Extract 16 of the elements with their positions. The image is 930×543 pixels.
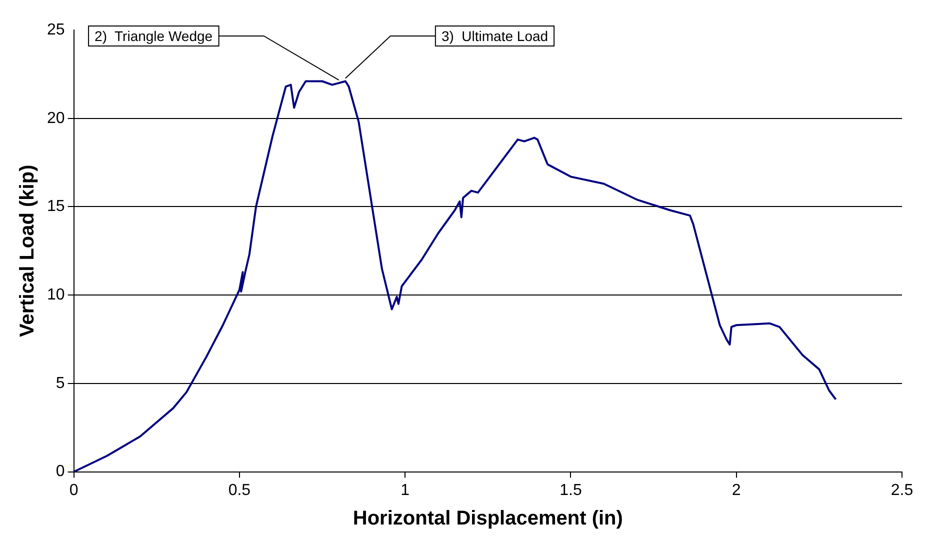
y-tick-label: 5 [56,374,65,392]
x-tick-label: 0 [69,482,78,499]
y-tick-label: 20 [47,110,65,127]
x-tick-label: 2 [732,482,741,499]
annotation: 3) Ultimate Load [441,28,548,44]
annotation: 2) Triangle Wedge [94,28,213,44]
x-tick-label: 1.5 [560,482,582,499]
x-tick-label: 2.5 [890,482,914,499]
y-tick-label: 15 [47,198,65,216]
y-axis-title: Vertical Load (kip) [16,164,39,338]
y-tick-label: 25 [47,21,65,38]
x-tick-label: 1 [400,482,410,499]
y-tick-label: 10 [47,286,65,304]
x-tick-label: 0.5 [228,482,251,499]
y-tick-label: 0 [56,463,65,480]
x-axis-title: Horizontal Displacement (in) [352,508,623,530]
